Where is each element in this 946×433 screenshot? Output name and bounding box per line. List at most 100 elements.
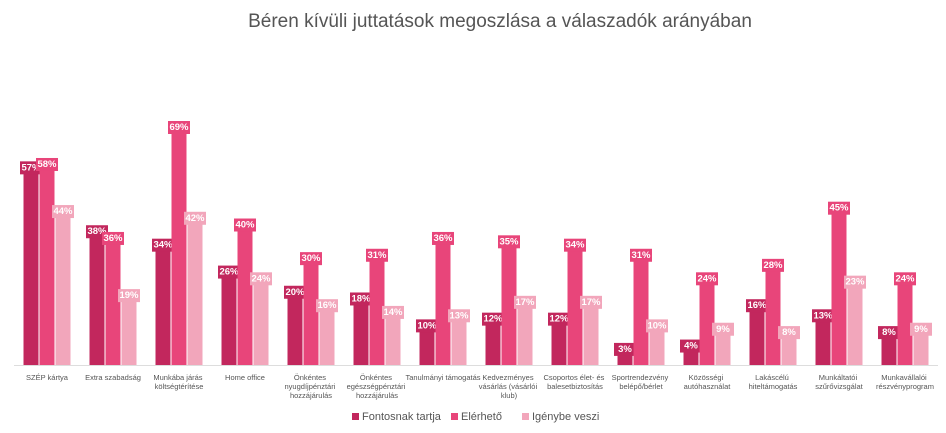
value-label: 4% — [684, 341, 698, 352]
bar — [187, 223, 203, 365]
x-tick-label: Közösségi autóhasználat — [684, 373, 732, 391]
value-label-bg — [878, 326, 900, 340]
bar — [881, 338, 897, 365]
value-label: 14% — [383, 307, 403, 318]
value-label: 18% — [351, 293, 371, 304]
value-label: 16% — [747, 300, 767, 311]
value-label: 42% — [185, 213, 205, 224]
value-label-bg — [746, 299, 768, 313]
x-tick-label: Kedvezményes vásárlás (vásárlói klub) — [479, 373, 539, 400]
bar — [633, 260, 649, 365]
value-label-bg — [416, 319, 438, 333]
value-label-bg — [498, 235, 520, 249]
value-label-bg — [630, 248, 652, 262]
bar — [435, 243, 451, 365]
value-label: 8% — [882, 327, 896, 338]
value-label: 17% — [515, 297, 535, 308]
value-label: 20% — [285, 287, 305, 298]
value-label: 34% — [153, 240, 173, 251]
bar — [501, 247, 517, 365]
value-label: 16% — [317, 300, 337, 311]
bar — [319, 311, 335, 365]
value-label: 24% — [895, 273, 915, 284]
bar — [221, 277, 237, 365]
legend-swatch — [522, 413, 529, 420]
value-label: 24% — [251, 273, 271, 284]
value-label: 17% — [581, 297, 601, 308]
value-label: 44% — [53, 206, 73, 217]
value-label-bg — [778, 326, 800, 340]
x-tick-label: Munkába járás költségtérítése — [153, 373, 204, 391]
value-label: 28% — [763, 260, 783, 271]
bar — [171, 133, 187, 365]
value-label-bg — [52, 205, 74, 219]
bar — [847, 287, 863, 365]
value-label: 57% — [21, 162, 41, 173]
legend-swatch — [451, 413, 458, 420]
bar — [237, 230, 253, 365]
value-label: 34% — [565, 240, 585, 251]
bar — [23, 173, 39, 365]
legend-label: Elérhető — [461, 411, 502, 423]
bar — [39, 169, 55, 365]
value-label: 10% — [417, 320, 437, 331]
value-label: 69% — [169, 122, 189, 133]
value-label: 36% — [103, 233, 123, 244]
value-label: 31% — [631, 250, 651, 261]
value-label-bg — [680, 339, 702, 353]
value-label-bg — [36, 157, 58, 171]
value-label: 13% — [813, 310, 833, 321]
value-label: 12% — [483, 314, 503, 325]
bar — [683, 351, 699, 365]
value-label-bg — [102, 231, 124, 245]
value-label-bg — [218, 265, 240, 279]
value-label: 23% — [845, 277, 865, 288]
value-label-bg — [448, 309, 470, 323]
bar — [121, 301, 137, 365]
value-label-bg — [382, 305, 404, 319]
value-label-bg — [250, 272, 272, 286]
value-label-bg — [828, 201, 850, 215]
value-label: 8% — [782, 327, 796, 338]
value-label-bg — [548, 312, 570, 326]
value-label-bg — [300, 252, 322, 266]
bar — [419, 331, 435, 365]
value-label: 9% — [716, 324, 730, 335]
value-label-bg — [812, 309, 834, 323]
x-tick-label: Extra szabadság — [85, 373, 141, 382]
bar — [155, 250, 171, 365]
value-label-bg — [614, 342, 636, 356]
bar — [617, 354, 633, 365]
bar — [517, 307, 533, 365]
value-label-bg — [514, 295, 536, 309]
value-label: 31% — [367, 250, 387, 261]
x-tick-label: Csoportos élet- és balesetbiztosítás — [544, 373, 607, 391]
bar — [369, 260, 385, 365]
value-label-bg — [482, 312, 504, 326]
value-label: 13% — [449, 310, 469, 321]
value-label: 45% — [829, 203, 849, 214]
value-label: 19% — [119, 290, 139, 301]
chart-title: Béren kívüli juttatások megoszlása a vál… — [248, 11, 752, 32]
bar — [781, 338, 797, 365]
value-label-bg — [350, 292, 372, 306]
bar — [897, 284, 913, 365]
bar — [583, 307, 599, 365]
bar — [89, 237, 105, 365]
value-label: 38% — [87, 226, 107, 237]
bar — [105, 243, 121, 365]
value-label: 24% — [697, 273, 717, 284]
value-label-bg — [696, 272, 718, 286]
x-tick-label: Önkéntes nyugdíjpénztári hozzájárulás — [285, 373, 338, 400]
x-tick-label: Munkavállalói részvényprogram — [876, 373, 934, 391]
value-label: 30% — [301, 253, 321, 264]
bar — [551, 324, 567, 365]
value-label-bg — [366, 248, 388, 262]
value-label-bg — [168, 121, 190, 134]
bar — [831, 213, 847, 365]
legend-label: Igénybe veszi — [532, 411, 599, 423]
value-label-bg — [284, 285, 306, 299]
value-label-bg — [564, 238, 586, 252]
x-tick-label: SZÉP kártya — [26, 373, 69, 382]
legend-label: Fontosnak tartja — [362, 411, 442, 423]
